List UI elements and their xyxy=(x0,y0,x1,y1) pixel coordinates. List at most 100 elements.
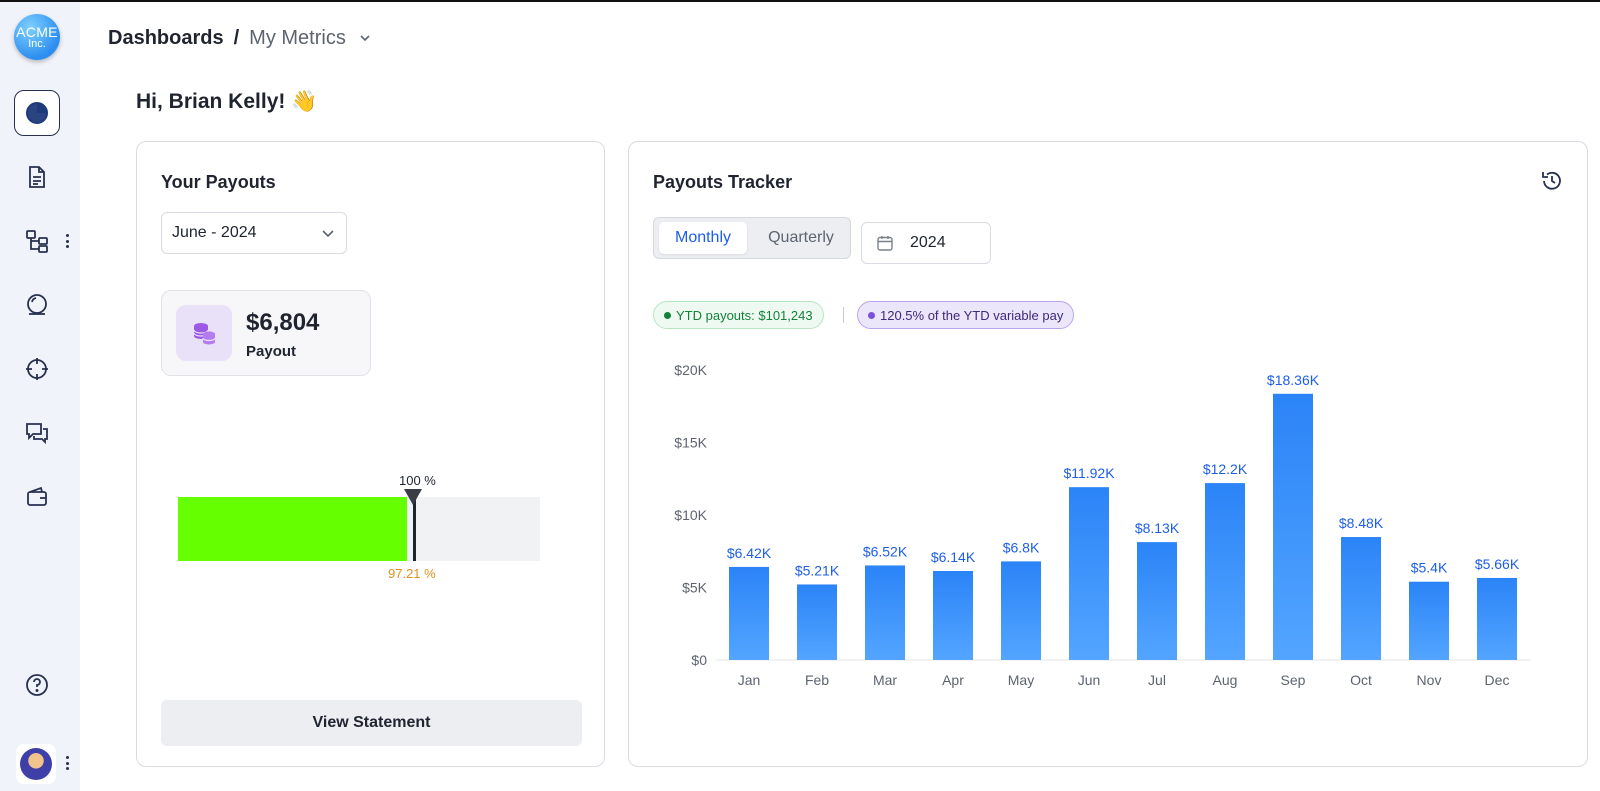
period-toggle: Monthly Quarterly xyxy=(653,217,851,259)
ytd-payouts-text: YTD payouts: $101,243 xyxy=(676,307,813,323)
hierarchy-icon xyxy=(26,230,48,253)
y-tick-label: $5K xyxy=(682,580,708,596)
sidebar-item-documents[interactable] xyxy=(14,154,60,200)
y-tick-label: $0 xyxy=(691,652,707,668)
breadcrumb-current[interactable]: My Metrics xyxy=(249,26,346,49)
bar-mar xyxy=(865,565,905,660)
year-value: 2024 xyxy=(910,234,946,251)
achievement-value-label: 97.21 % xyxy=(388,566,436,581)
x-tick-label: Jul xyxy=(1148,672,1166,688)
ytd-payouts-badge: YTD payouts: $101,243 xyxy=(653,301,824,329)
sidebar-item-messages[interactable] xyxy=(14,410,60,456)
x-tick-label: Jan xyxy=(738,672,761,688)
bar-sep xyxy=(1273,393,1313,660)
ytd-variable-badge: 120.5% of the YTD variable pay xyxy=(857,301,1075,329)
y-tick-label: $15K xyxy=(674,435,707,451)
payouts-card: Your Payouts June - 2024 $6,804 Payout 1… xyxy=(136,141,605,767)
sidebar-item-dashboards[interactable] xyxy=(14,90,60,136)
payout-label: Payout xyxy=(246,343,297,360)
breadcrumb: Dashboards / My Metrics xyxy=(108,24,372,52)
payout-amount: $6,804 xyxy=(246,309,320,336)
avatar-image xyxy=(20,748,52,780)
breadcrumb-separator: / xyxy=(233,26,240,49)
x-tick-label: Mar xyxy=(873,672,897,688)
window-top-border xyxy=(0,0,1600,2)
chevron-down-icon xyxy=(322,230,334,238)
x-tick-label: Jun xyxy=(1078,672,1101,688)
bar-jul xyxy=(1137,542,1177,660)
brand-logo[interactable]: ACME Inc. xyxy=(14,14,60,60)
y-tick-label: $20K xyxy=(674,362,707,378)
x-tick-label: Apr xyxy=(942,672,964,688)
view-statement-button[interactable]: View Statement xyxy=(161,700,582,746)
bar-value-label: $8.48K xyxy=(1339,515,1384,531)
year-picker[interactable]: 2024 xyxy=(861,222,991,264)
bar-value-label: $5.4K xyxy=(1411,560,1448,576)
tab-quarterly[interactable]: Quarterly xyxy=(768,229,834,246)
sidebar-item-insights[interactable] xyxy=(14,282,60,328)
progress-target-label: 100 % xyxy=(399,473,436,488)
bar-value-label: $8.13K xyxy=(1135,520,1180,536)
logo-text-main: ACME xyxy=(16,24,58,40)
bar-feb xyxy=(797,584,837,660)
sidebar-item-wallet[interactable] xyxy=(14,474,60,520)
bar-jun xyxy=(1069,487,1109,660)
bar-value-label: $6.14K xyxy=(931,549,976,565)
chevron-down-icon[interactable] xyxy=(358,31,372,45)
bar-value-label: $18.36K xyxy=(1267,372,1320,388)
x-tick-label: May xyxy=(1008,672,1034,688)
logo-text-sub: Inc. xyxy=(28,38,46,50)
bar-value-label: $6.52K xyxy=(863,543,908,559)
sidebar-item-help[interactable] xyxy=(14,662,60,708)
bubble-icon xyxy=(27,294,47,315)
sidebar: ACME Inc. xyxy=(0,2,80,791)
target-marker xyxy=(413,489,416,561)
sidebar-item-targets[interactable] xyxy=(14,346,60,392)
period-value: June - 2024 xyxy=(172,224,257,241)
payouts-bar-chart: $0 $5K $10K $15K $20K $6.42K Jan $5.21K Feb $6.52… xyxy=(674,362,1531,688)
bar-oct xyxy=(1341,537,1381,660)
bar-nov xyxy=(1409,581,1449,660)
user-more-icon[interactable] xyxy=(64,755,70,773)
tracker-title: Payouts Tracker xyxy=(653,172,793,192)
bar-apr xyxy=(933,570,973,660)
coins-icon xyxy=(176,305,232,361)
bar-aug xyxy=(1205,483,1245,660)
ytd-variable-text: 120.5% of the YTD variable pay xyxy=(880,307,1064,323)
bar-value-label: $11.92K xyxy=(1063,465,1115,481)
tab-monthly[interactable]: Monthly xyxy=(659,222,747,254)
document-icon xyxy=(29,166,45,188)
bar-jan xyxy=(729,566,769,660)
x-tick-label: Sep xyxy=(1281,672,1306,688)
bar-value-label: $5.21K xyxy=(795,562,840,578)
bar-value-label: $6.8K xyxy=(1003,539,1040,555)
hierarchy-more-icon[interactable] xyxy=(64,233,70,251)
period-select[interactable]: June - 2024 xyxy=(161,212,347,254)
bar-may xyxy=(1001,561,1041,660)
achievement-progress-fill xyxy=(178,497,408,561)
history-icon[interactable] xyxy=(1539,168,1565,194)
payouts-title: Your Payouts xyxy=(161,172,276,192)
payouts-tracker-card: Payouts Tracker Monthly Quarterly 2024 Y… xyxy=(628,141,1588,767)
target-icon xyxy=(26,358,48,380)
x-tick-label: Feb xyxy=(805,672,829,688)
sidebar-item-hierarchy[interactable] xyxy=(14,218,60,264)
x-tick-label: Dec xyxy=(1485,672,1510,688)
x-tick-label: Oct xyxy=(1350,672,1372,688)
y-tick-label: $10K xyxy=(674,507,707,523)
breadcrumb-dashboards[interactable]: Dashboards xyxy=(108,26,224,49)
pie-chart-icon xyxy=(26,102,48,124)
x-tick-label: Nov xyxy=(1417,672,1442,688)
x-tick-label: Aug xyxy=(1213,672,1238,688)
help-icon xyxy=(26,674,48,696)
bar-value-label: $6.42K xyxy=(727,545,772,561)
chat-icon xyxy=(26,423,48,445)
bar-value-label: $5.66K xyxy=(1475,556,1520,572)
bar-dec xyxy=(1477,577,1517,660)
page-greeting: Hi, Brian Kelly! 👋 xyxy=(136,90,318,113)
target-marker-arrow-icon xyxy=(404,489,422,505)
user-avatar[interactable] xyxy=(16,744,56,784)
badge-divider xyxy=(843,307,844,323)
bar-value-label: $12.2K xyxy=(1203,461,1248,477)
payout-summary: $6,804 Payout xyxy=(161,290,371,376)
